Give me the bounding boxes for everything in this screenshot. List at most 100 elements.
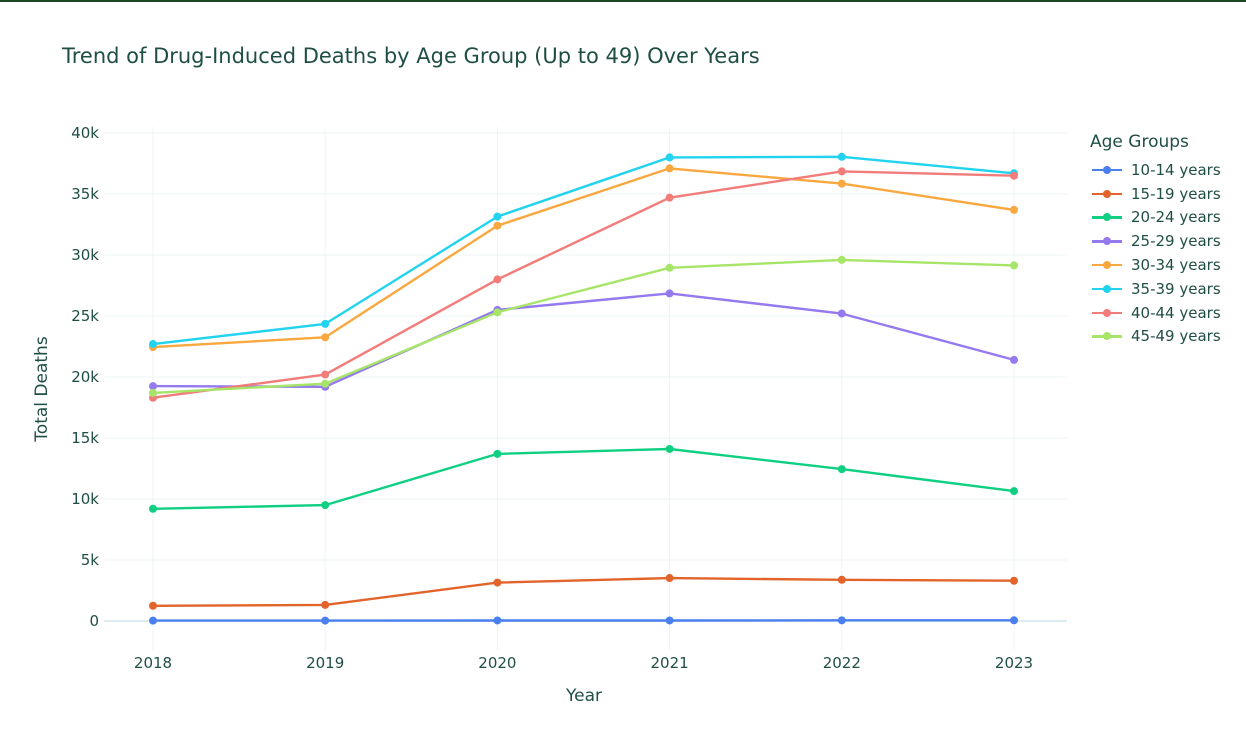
data-point-40-44-years[interactable] — [321, 370, 330, 379]
series-40-44-years — [149, 167, 1018, 402]
series-line-35-39-years — [152, 155, 1015, 346]
data-point-40-44-years[interactable] — [665, 193, 674, 202]
series-line-45-49-years — [152, 258, 1015, 395]
series-30-34-years — [149, 164, 1018, 352]
series-lines — [149, 152, 1018, 625]
data-point-15-19-years[interactable] — [837, 575, 846, 584]
data-point-45-49-years[interactable] — [321, 379, 330, 388]
data-point-45-49-years[interactable] — [665, 263, 674, 272]
data-point-15-19-years[interactable] — [1010, 576, 1018, 585]
legend-swatch-icon — [1092, 330, 1122, 342]
legend-label: 40-44 years — [1131, 303, 1221, 322]
data-point-40-44-years[interactable] — [1010, 171, 1018, 180]
data-point-10-14-years[interactable] — [837, 616, 846, 625]
y-tick-label: 40k — [71, 124, 99, 142]
legend-title: Age Groups — [1090, 132, 1189, 152]
data-point-35-39-years[interactable] — [837, 152, 846, 161]
legend-swatch-icon — [1092, 283, 1122, 295]
series-45-49-years — [149, 255, 1018, 397]
data-point-45-49-years[interactable] — [837, 255, 846, 264]
top-border — [0, 0, 1246, 2]
legend-swatch-icon — [1092, 307, 1122, 319]
data-point-35-39-years[interactable] — [665, 153, 674, 162]
legend-swatch-icon — [1092, 211, 1122, 223]
data-point-10-14-years[interactable] — [665, 616, 674, 625]
series-line-15-19-years — [152, 576, 1015, 607]
series-35-39-years — [149, 152, 1018, 349]
legend-item-20-24[interactable]: 20-24 years — [1090, 206, 1221, 230]
data-point-20-24-years[interactable] — [665, 444, 674, 453]
data-point-30-34-years[interactable] — [1010, 205, 1018, 214]
data-point-20-24-years[interactable] — [1010, 487, 1018, 496]
data-point-20-24-years[interactable] — [837, 465, 846, 474]
series-line-40-44-years — [152, 170, 1015, 399]
y-tick-label: 15k — [71, 429, 99, 447]
legend-label: 10-14 years — [1131, 160, 1221, 179]
data-point-10-14-years[interactable] — [493, 616, 502, 625]
data-point-45-49-years[interactable] — [1010, 261, 1018, 270]
data-point-20-24-years[interactable] — [493, 449, 502, 458]
series-15-19-years — [149, 574, 1018, 610]
data-point-25-29-years[interactable] — [1010, 355, 1018, 364]
series-line-30-34-years — [152, 167, 1015, 349]
x-tick-label: 2018 — [134, 654, 172, 672]
data-point-30-34-years[interactable] — [837, 179, 846, 188]
y-tick-label: 30k — [71, 246, 99, 264]
legend-item-10-14[interactable]: 10-14 years — [1090, 158, 1221, 182]
data-point-10-14-years[interactable] — [149, 616, 157, 625]
x-axis-ticks: 2018 2019 2020 2021 2022 2023 — [134, 654, 1033, 672]
legend-swatch-icon — [1092, 259, 1122, 271]
data-point-20-24-years[interactable] — [321, 501, 330, 510]
series-10-14-years — [149, 616, 1018, 625]
legend-swatch-icon — [1092, 235, 1122, 247]
data-point-10-14-years[interactable] — [1010, 616, 1018, 625]
legend-item-40-44[interactable]: 40-44 years — [1090, 301, 1221, 325]
legend-item-15-19[interactable]: 15-19 years — [1090, 182, 1221, 206]
legend-swatch-icon — [1092, 164, 1122, 176]
x-tick-label: 2021 — [651, 654, 689, 672]
legend-item-30-34[interactable]: 30-34 years — [1090, 253, 1221, 277]
y-tick-label: 35k — [71, 185, 99, 203]
chart-title: Trend of Drug-Induced Deaths by Age Grou… — [62, 44, 760, 68]
legend-item-25-29[interactable]: 25-29 years — [1090, 229, 1221, 253]
legend: Age Groups 10-14 years 15-19 years 20-24… — [1090, 132, 1221, 348]
data-point-45-49-years[interactable] — [149, 388, 157, 397]
data-point-25-29-years[interactable] — [837, 309, 846, 318]
legend-label: 35-39 years — [1131, 279, 1221, 298]
data-point-45-49-years[interactable] — [493, 308, 502, 317]
data-point-15-19-years[interactable] — [665, 574, 674, 583]
data-point-10-14-years[interactable] — [321, 616, 330, 625]
y-axis-ticks: 0 5k 10k 15k 20k 25k 30k 35k 40k — [71, 124, 99, 630]
legend-swatch-icon — [1092, 188, 1122, 200]
data-point-15-19-years[interactable] — [493, 578, 502, 587]
data-point-15-19-years[interactable] — [321, 600, 330, 609]
data-point-30-34-years[interactable] — [321, 333, 330, 342]
data-point-40-44-years[interactable] — [837, 167, 846, 176]
legend-label: 15-19 years — [1131, 184, 1221, 203]
x-tick-label: 2020 — [478, 654, 516, 672]
data-point-25-29-years[interactable] — [665, 289, 674, 298]
data-point-35-39-years[interactable] — [321, 319, 330, 328]
data-point-35-39-years[interactable] — [149, 340, 157, 349]
y-axis-label: Total Deaths — [32, 336, 52, 443]
data-point-40-44-years[interactable] — [493, 275, 502, 284]
x-axis-label: Year — [565, 686, 602, 706]
x-tick-label: 2019 — [306, 654, 344, 672]
data-point-25-29-years[interactable] — [149, 382, 157, 391]
legend-label: 30-34 years — [1131, 256, 1221, 275]
legend-item-45-49[interactable]: 45-49 years — [1090, 325, 1221, 349]
x-tick-label: 2022 — [823, 654, 861, 672]
y-tick-label: 10k — [71, 490, 99, 508]
data-point-15-19-years[interactable] — [149, 601, 157, 610]
data-point-30-34-years[interactable] — [665, 164, 674, 173]
data-point-20-24-years[interactable] — [149, 504, 157, 513]
series-line-20-24-years — [152, 447, 1015, 510]
y-tick-label: 5k — [81, 551, 100, 569]
data-point-35-39-years[interactable] — [493, 212, 502, 221]
y-tick-label: 25k — [71, 307, 99, 325]
data-point-30-34-years[interactable] — [493, 221, 502, 230]
legend-item-35-39[interactable]: 35-39 years — [1090, 277, 1221, 301]
x-tick-label: 2023 — [995, 654, 1033, 672]
series-line-25-29-years — [152, 292, 1015, 388]
